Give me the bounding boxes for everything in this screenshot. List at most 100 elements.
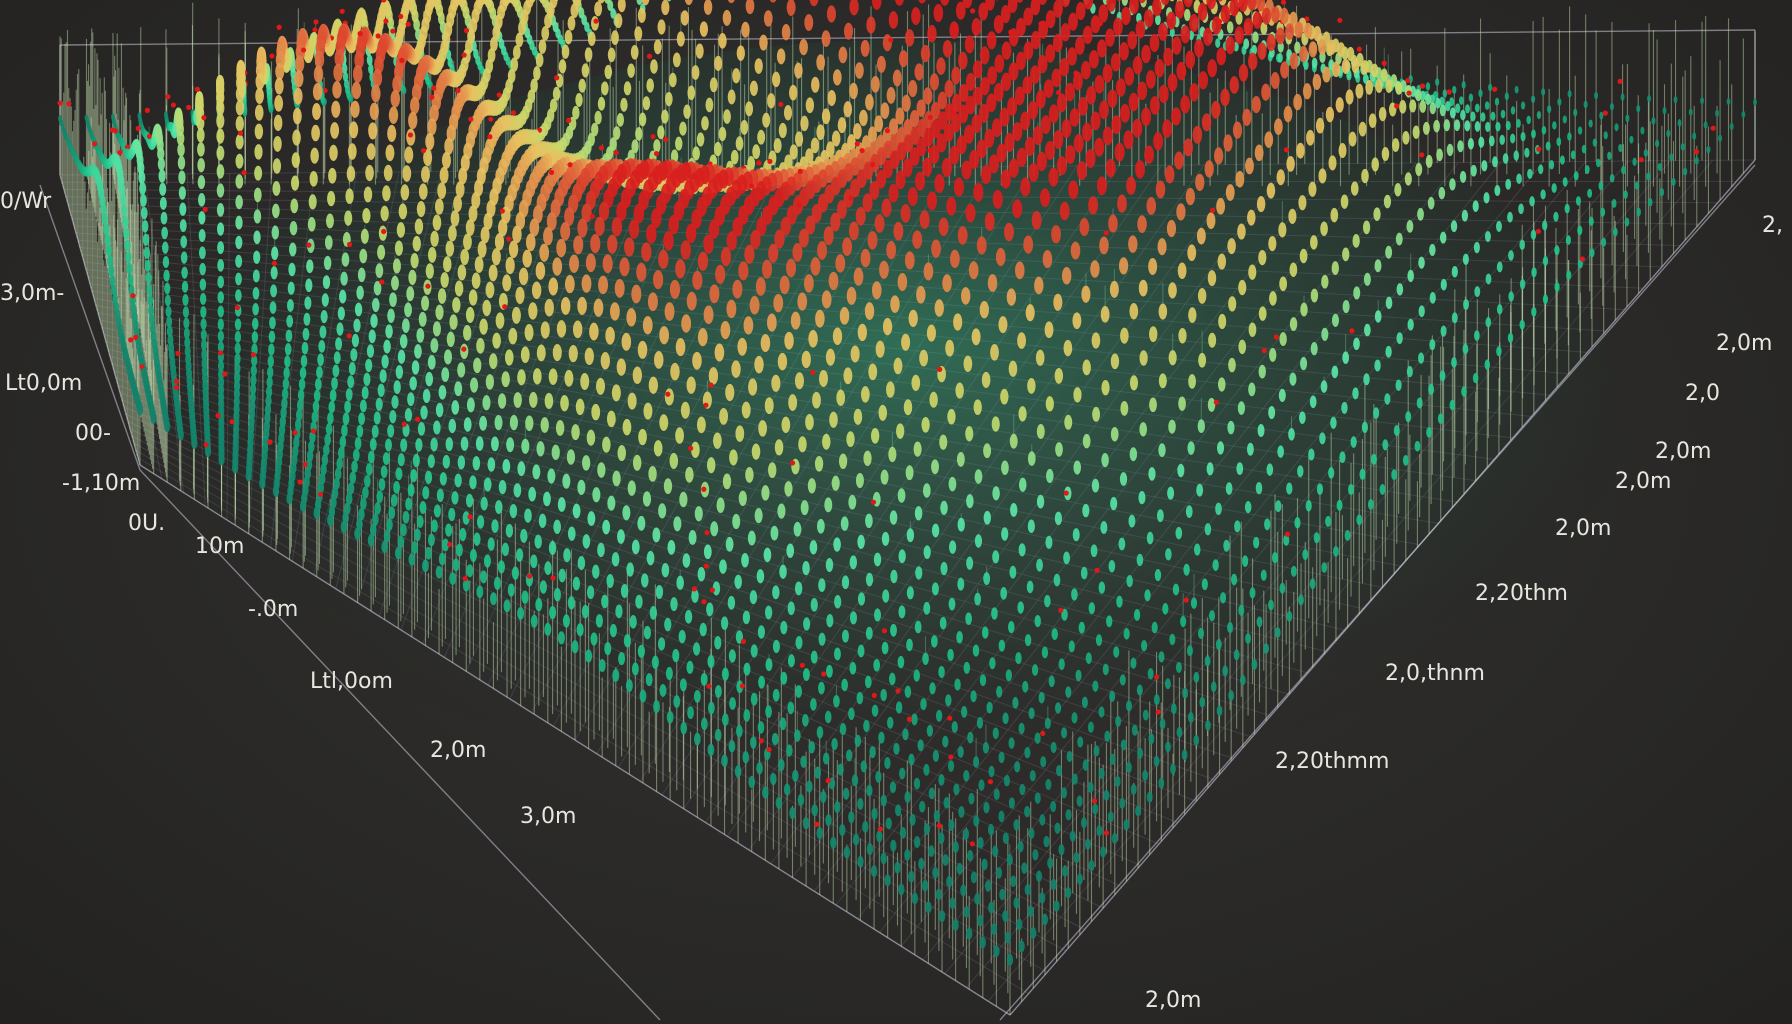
surface-point <box>723 109 731 124</box>
surface-point <box>1185 187 1195 206</box>
outlier-point <box>144 107 150 113</box>
surface-point <box>454 280 464 297</box>
surface-point <box>890 295 900 313</box>
surface-point <box>1136 553 1144 567</box>
surface-point <box>1000 388 1009 405</box>
surface-point <box>342 71 349 82</box>
surface-point <box>1680 142 1685 151</box>
surface-point <box>1067 47 1077 66</box>
surface-point <box>1274 627 1281 638</box>
surface-point <box>1414 440 1421 452</box>
surface-point <box>1138 0 1146 4</box>
surface-point <box>216 145 225 161</box>
surface-point <box>1470 164 1477 177</box>
surface-point <box>1166 219 1177 238</box>
surface-point <box>922 483 931 498</box>
surface-point <box>744 244 755 264</box>
surface-point <box>400 184 410 201</box>
surface-point <box>157 157 166 171</box>
surface-point <box>1141 639 1148 652</box>
surface-point <box>1035 90 1046 109</box>
outlier-point <box>383 18 389 24</box>
surface-point <box>1640 126 1645 135</box>
surface-point <box>958 104 969 124</box>
outlier-point <box>1063 490 1069 496</box>
surface-point <box>581 203 592 223</box>
surface-point <box>1439 231 1447 244</box>
surface-point <box>1383 194 1392 209</box>
surface-point <box>1009 433 1018 449</box>
surface-point <box>983 443 992 459</box>
surface-point <box>1391 469 1398 481</box>
surface-point <box>1703 121 1708 129</box>
surface-point <box>1299 45 1308 63</box>
surface-point <box>591 122 599 137</box>
outlier-point <box>313 19 319 25</box>
surface-point <box>1028 100 1039 120</box>
outlier-point <box>663 136 669 143</box>
surface-point <box>1167 486 1175 500</box>
surface-point <box>1311 57 1318 69</box>
surface-point <box>1220 4 1231 24</box>
surface-point <box>860 39 870 57</box>
surface-point <box>1562 115 1567 124</box>
surface-point <box>1073 133 1084 153</box>
surface-point <box>1531 129 1536 139</box>
surface-point <box>1130 657 1137 669</box>
surface-point <box>1313 26 1322 42</box>
surface-point <box>1147 668 1154 680</box>
surface-point <box>794 62 803 79</box>
surface-point <box>285 329 293 343</box>
surface-point <box>235 99 245 116</box>
surface-point <box>1180 95 1191 114</box>
surface-point <box>1032 126 1043 145</box>
surface-point <box>1146 197 1157 215</box>
outlier-point <box>937 366 943 372</box>
surface-point <box>1017 332 1027 349</box>
surface-point <box>1518 203 1524 215</box>
surface-point <box>1461 80 1466 89</box>
surface-point <box>945 339 955 357</box>
surface-point <box>865 94 874 111</box>
surface-point <box>561 44 570 59</box>
outlier-point <box>797 168 803 174</box>
surface-point <box>1513 150 1519 161</box>
surface-point <box>1322 66 1331 83</box>
surface-point <box>128 284 135 296</box>
surface-point <box>1185 505 1193 518</box>
surface-point <box>1575 196 1581 206</box>
surface-point <box>1308 181 1317 197</box>
surface-point <box>539 0 546 4</box>
outlier-point <box>146 133 153 139</box>
outlier-point <box>548 169 555 175</box>
surface-point <box>1025 304 1035 322</box>
surface-point <box>1279 332 1287 347</box>
surface-point <box>491 248 501 266</box>
surface-point <box>747 156 756 171</box>
outlier-point <box>130 293 136 299</box>
outlier-point <box>1055 89 1062 96</box>
surface-point <box>1524 147 1530 158</box>
surface-point <box>1327 39 1336 55</box>
surface-point <box>1485 273 1492 285</box>
surface-point <box>1600 207 1606 217</box>
surface-point <box>870 75 880 93</box>
surface-point <box>1457 140 1464 153</box>
surface-point <box>416 200 426 218</box>
surface-point <box>123 227 130 240</box>
surface-point <box>1278 388 1286 402</box>
surface-point <box>968 149 980 170</box>
outlier-point <box>650 134 656 140</box>
surface-point <box>178 186 186 200</box>
surface-point <box>1148 326 1158 343</box>
surface-point <box>1464 120 1471 132</box>
surface-point <box>1263 643 1269 655</box>
surface-point <box>217 241 225 255</box>
surface-point <box>1061 266 1072 285</box>
surface-point <box>445 240 455 257</box>
surface-point <box>738 261 749 281</box>
outlier-point <box>237 130 244 136</box>
surface-point <box>518 20 526 36</box>
surface-point <box>1406 219 1414 233</box>
surface-point <box>880 102 890 119</box>
